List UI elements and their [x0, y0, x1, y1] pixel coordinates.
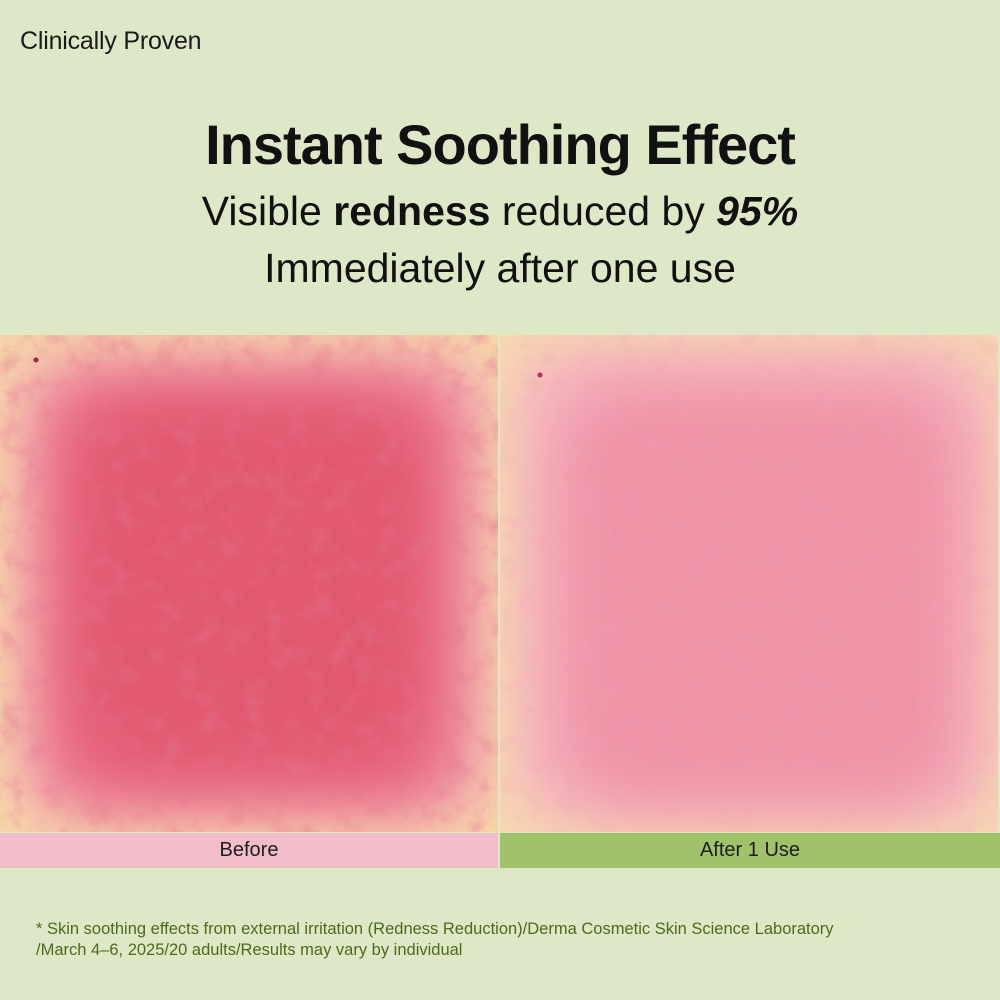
- before-label: Before: [0, 833, 498, 868]
- subheadline-line-2: Immediately after one use: [264, 245, 736, 291]
- subheadline-emphasis: redness: [333, 188, 491, 234]
- reduction-percent: 95%: [716, 188, 799, 234]
- after-label: After 1 Use: [500, 833, 1000, 868]
- headline: Instant Soothing Effect: [205, 113, 796, 176]
- subheadline-middle: reduced by: [490, 188, 717, 234]
- subheadline-prefix: Visible: [201, 188, 334, 234]
- eyebrow-label: Clinically Proven: [20, 27, 202, 55]
- subheadline: Visible redness reduced by 95%: [0, 188, 1000, 235]
- footnote-line-1: * Skin soothing effects from external ir…: [36, 920, 834, 938]
- before-skin-image: [0, 335, 498, 832]
- after-skin-image: [500, 335, 998, 832]
- footnote-line-2: /March 4–6, 2025/20 adults/Results may v…: [36, 941, 463, 959]
- disclaimer-footnote: * Skin soothing effects from external ir…: [36, 919, 976, 961]
